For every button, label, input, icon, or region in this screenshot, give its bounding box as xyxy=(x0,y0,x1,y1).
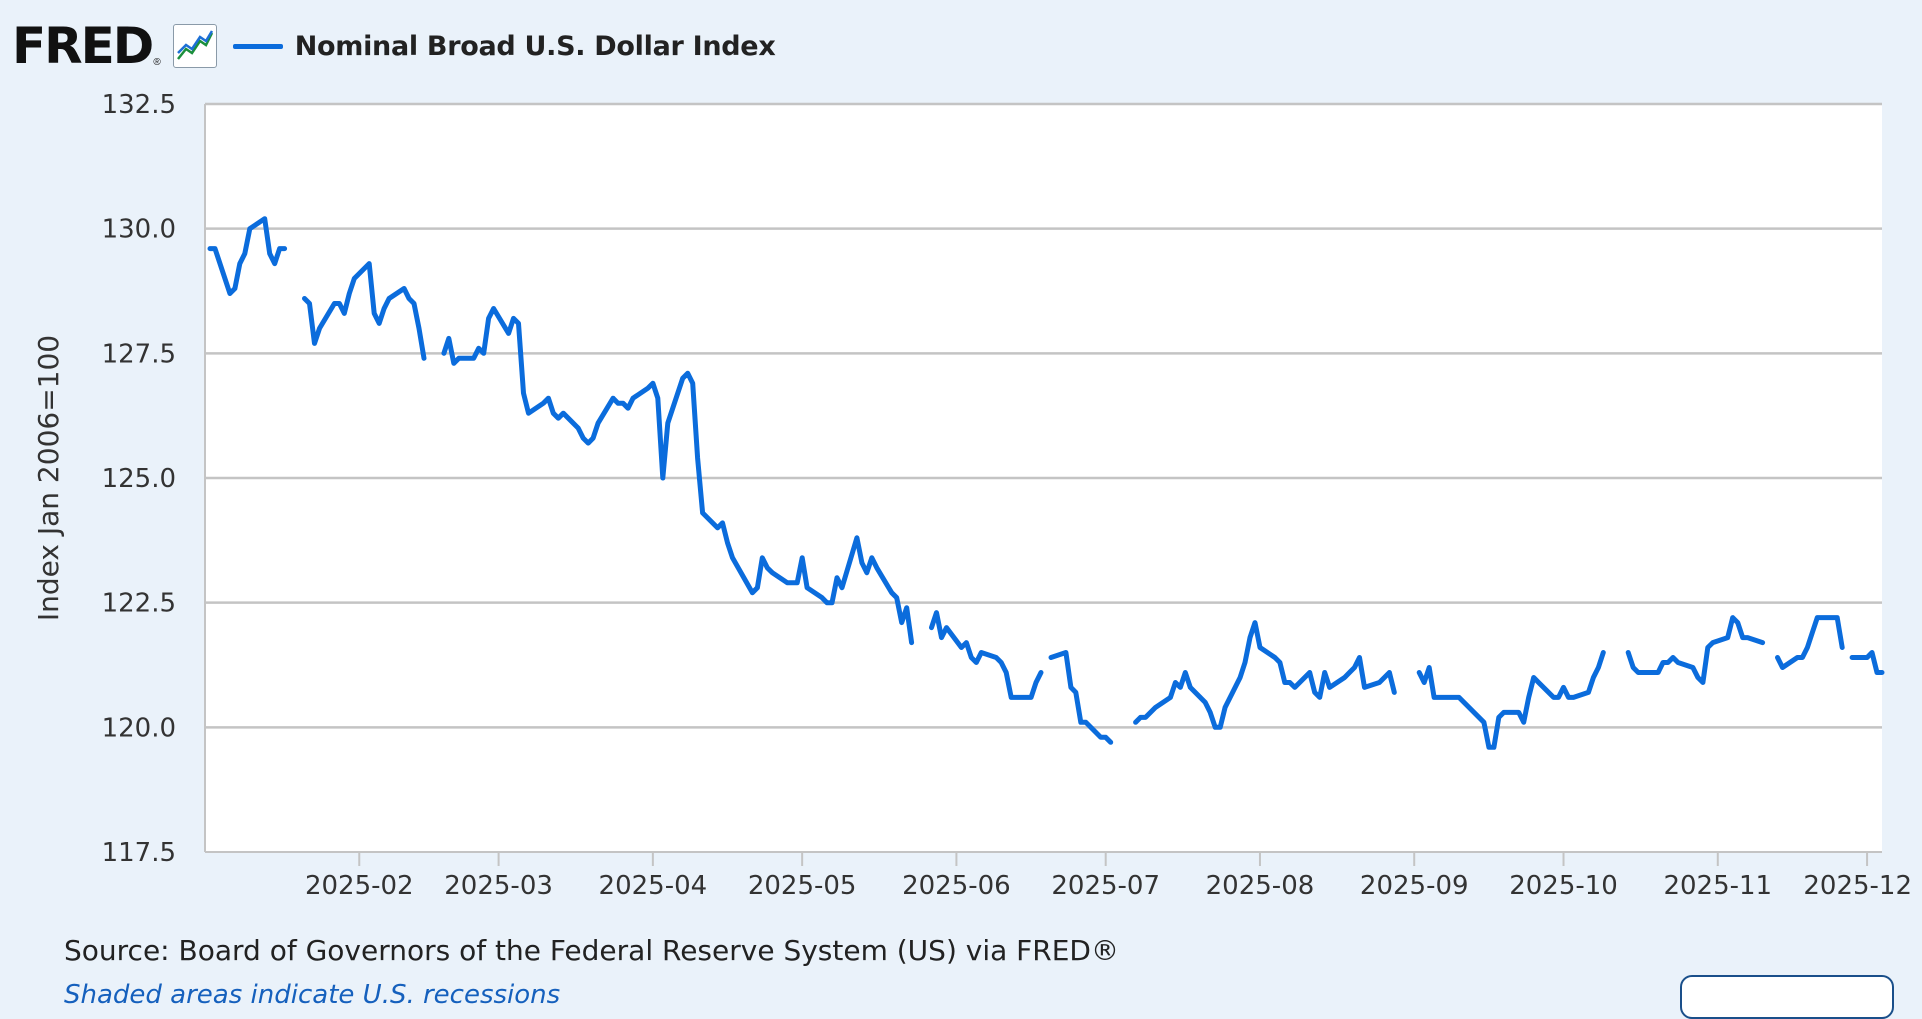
footer-button[interactable] xyxy=(1680,975,1894,1019)
x-tick-label: 2025-05 xyxy=(748,871,857,901)
series-line-segment[interactable] xyxy=(302,261,427,361)
series-line-segment[interactable] xyxy=(207,216,288,296)
fred-logo-registered-mark: ® xyxy=(153,57,161,68)
y-tick-label: 122.5 xyxy=(102,589,176,619)
x-tick-label: 2025-02 xyxy=(305,871,414,901)
y-axis-title: Index Jan 2006=100 xyxy=(32,335,65,621)
source-text: Source: Board of Governors of the Federa… xyxy=(64,934,1119,967)
series-line-segment[interactable] xyxy=(1625,615,1766,685)
y-tick-label: 120.0 xyxy=(102,713,176,743)
series-line-segment[interactable] xyxy=(441,306,915,646)
x-tick-label: 2025-07 xyxy=(1051,871,1160,901)
x-tick-label: 2025-11 xyxy=(1663,871,1772,901)
series-line-segment[interactable] xyxy=(1849,650,1885,675)
series-line-segment[interactable] xyxy=(1133,620,1397,730)
x-tick-label: 2025-09 xyxy=(1360,871,1469,901)
x-tick-label: 2025-10 xyxy=(1509,871,1618,901)
series-layer xyxy=(207,216,1885,750)
series-line-segment[interactable] xyxy=(1048,650,1114,745)
fred-logo[interactable]: FRED xyxy=(12,17,154,75)
y-tick-label: 130.0 xyxy=(102,215,176,245)
recession-note-link[interactable]: Shaded areas indicate U.S. recessions xyxy=(64,980,561,1010)
line-chart: 117.5 120.0 122.5 125.0 127.5 130.0 132.5 2025… xyxy=(32,90,1912,901)
chart-header: FRED ® Nominal Broad U.S. Dollar Index xyxy=(12,17,776,75)
series-line-segment[interactable] xyxy=(1416,650,1606,750)
y-tick-label: 127.5 xyxy=(102,339,176,369)
x-tick-label: 2025-04 xyxy=(599,871,708,901)
y-tick-label: 125.0 xyxy=(102,464,176,494)
x-tick-label: 2025-12 xyxy=(1803,871,1912,901)
x-tick-label: 2025-06 xyxy=(902,871,1011,901)
gridlines xyxy=(205,102,1882,729)
x-tick-label: 2025-03 xyxy=(444,871,553,901)
line-graph-icon[interactable] xyxy=(172,24,217,68)
series-line-segment[interactable] xyxy=(929,610,1044,700)
x-axis-ticks: 2025-02 2025-03 2025-04 2025-05 2025-06 2025-… xyxy=(305,852,1912,901)
legend-label: Nominal Broad U.S. Dollar Index xyxy=(294,30,776,62)
y-tick-label: 117.5 xyxy=(102,838,176,868)
y-tick-label: 132.5 xyxy=(102,90,176,120)
y-axis-ticks: 117.5 120.0 122.5 125.0 127.5 130.0 132.5 xyxy=(102,90,176,868)
series-line-segment[interactable] xyxy=(1775,615,1845,670)
legend-swatch xyxy=(232,43,283,49)
x-tick-label: 2025-08 xyxy=(1206,871,1315,901)
